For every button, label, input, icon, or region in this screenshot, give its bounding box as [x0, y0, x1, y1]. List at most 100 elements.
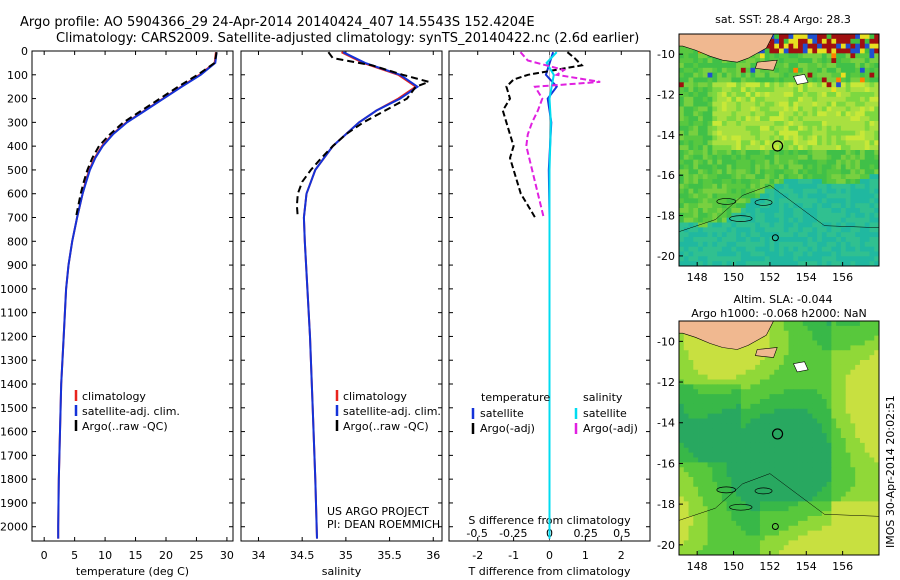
heatmap-cell	[721, 467, 728, 473]
heatmap-cell	[721, 423, 728, 429]
heatmap-cell	[774, 423, 780, 429]
heatmap-cell	[750, 433, 756, 439]
heatmap-cell	[731, 413, 737, 419]
heatmap-cell	[688, 540, 694, 546]
heatmap-cell	[793, 394, 799, 400]
heatmap-cell	[698, 496, 704, 502]
heatmap-cell	[836, 232, 842, 238]
heatmap-cell	[712, 183, 718, 190]
heatmap-cell	[864, 208, 870, 214]
heatmap-cell	[779, 438, 785, 444]
heatmap-cell	[750, 140, 756, 146]
heatmap-cell	[779, 159, 785, 165]
heatmap-cell	[826, 111, 832, 117]
heatmap-cell	[712, 217, 718, 223]
heatmap-cell	[679, 135, 685, 141]
heatmap-cell	[769, 246, 775, 252]
lon-tick-label: 148	[687, 560, 708, 573]
heatmap-cell	[817, 325, 823, 332]
heatmap-cell	[736, 251, 742, 257]
heatmap-cell	[740, 72, 747, 78]
heatmap-cell	[859, 130, 866, 136]
heatmap-cell	[726, 379, 732, 385]
heatmap-cell	[769, 237, 775, 243]
heatmap-cell	[769, 491, 775, 497]
heatmap-cell	[702, 399, 708, 405]
heatmap-cell	[869, 496, 875, 502]
heatmap-cell	[693, 530, 699, 536]
heatmap-cell	[779, 477, 785, 483]
temperature-xlabel: temperature (deg C)	[76, 565, 189, 578]
heatmap-cell	[821, 125, 828, 132]
heatmap-cell	[831, 246, 837, 252]
heatmap-cell	[731, 232, 737, 238]
heatmap-cell	[855, 516, 861, 522]
heatmap-cell	[793, 150, 799, 156]
heatmap-cell	[769, 96, 775, 103]
heatmap-cell	[855, 462, 861, 468]
heatmap-cell	[802, 232, 808, 238]
heatmap-cell	[726, 540, 732, 546]
heatmap-cell	[788, 145, 794, 151]
heatmap-cell	[750, 374, 756, 380]
heatmap-cell	[759, 72, 766, 78]
heatmap-cell	[826, 423, 832, 429]
heatmap-cell	[774, 203, 780, 209]
heatmap-cell	[693, 72, 699, 78]
heatmap-cell	[874, 34, 880, 40]
heatmap-cell	[688, 394, 694, 400]
heatmap-cell	[740, 203, 747, 209]
heatmap-cell	[736, 491, 742, 497]
heatmap-cell	[779, 217, 785, 223]
heatmap-cell	[864, 72, 870, 78]
heatmap-cell	[807, 106, 813, 112]
heatmap-cell	[679, 48, 685, 54]
heatmap-cell	[864, 198, 870, 204]
heatmap-cell	[788, 511, 794, 517]
heatmap-cell	[745, 154, 751, 161]
heatmap-cell	[783, 164, 789, 170]
heatmap-cell	[826, 159, 832, 165]
heatmap-cell	[693, 545, 699, 551]
heatmap-cell	[712, 179, 718, 185]
heatmap-cell	[817, 217, 823, 223]
heatmap-cell	[717, 467, 723, 473]
heatmap-cell	[740, 222, 747, 228]
heatmap-cell	[817, 53, 823, 59]
heatmap-cell	[840, 330, 847, 337]
heatmap-cell	[707, 452, 713, 458]
heatmap-cell	[836, 403, 842, 410]
heatmap-cell	[859, 321, 866, 327]
heatmap-cell	[802, 394, 808, 400]
heatmap-cell	[821, 34, 828, 40]
heatmap-cell	[745, 198, 751, 204]
heatmap-cell	[845, 232, 851, 238]
heatmap-cell	[707, 116, 713, 122]
heatmap-cell	[836, 520, 842, 527]
heatmap-cell	[779, 330, 785, 337]
heatmap-cell	[707, 154, 713, 161]
heatmap-cell	[798, 159, 804, 165]
heatmap-cell	[750, 217, 756, 223]
heatmap-cell	[759, 169, 766, 175]
heatmap-cell	[793, 212, 799, 219]
heatmap-cell	[836, 447, 842, 454]
heatmap-cell	[874, 535, 880, 541]
heatmap-cell	[779, 525, 785, 532]
heatmap-cell	[831, 530, 837, 536]
heatmap-cell	[788, 58, 794, 64]
heatmap-cell	[702, 241, 708, 248]
heatmap-cell	[793, 116, 799, 122]
heatmap-cell	[702, 540, 708, 546]
heatmap-cell	[721, 369, 728, 376]
heatmap-cell	[721, 520, 728, 527]
heatmap-cell	[755, 413, 761, 419]
heatmap-cell	[807, 423, 813, 429]
heatmap-cell	[693, 140, 699, 146]
heatmap-cell	[693, 438, 699, 444]
heatmap-cell	[874, 379, 880, 385]
heatmap-cell	[683, 203, 689, 209]
heatmap-cell	[698, 394, 704, 400]
heatmap-cell	[707, 92, 713, 98]
heatmap-cell	[831, 403, 837, 410]
